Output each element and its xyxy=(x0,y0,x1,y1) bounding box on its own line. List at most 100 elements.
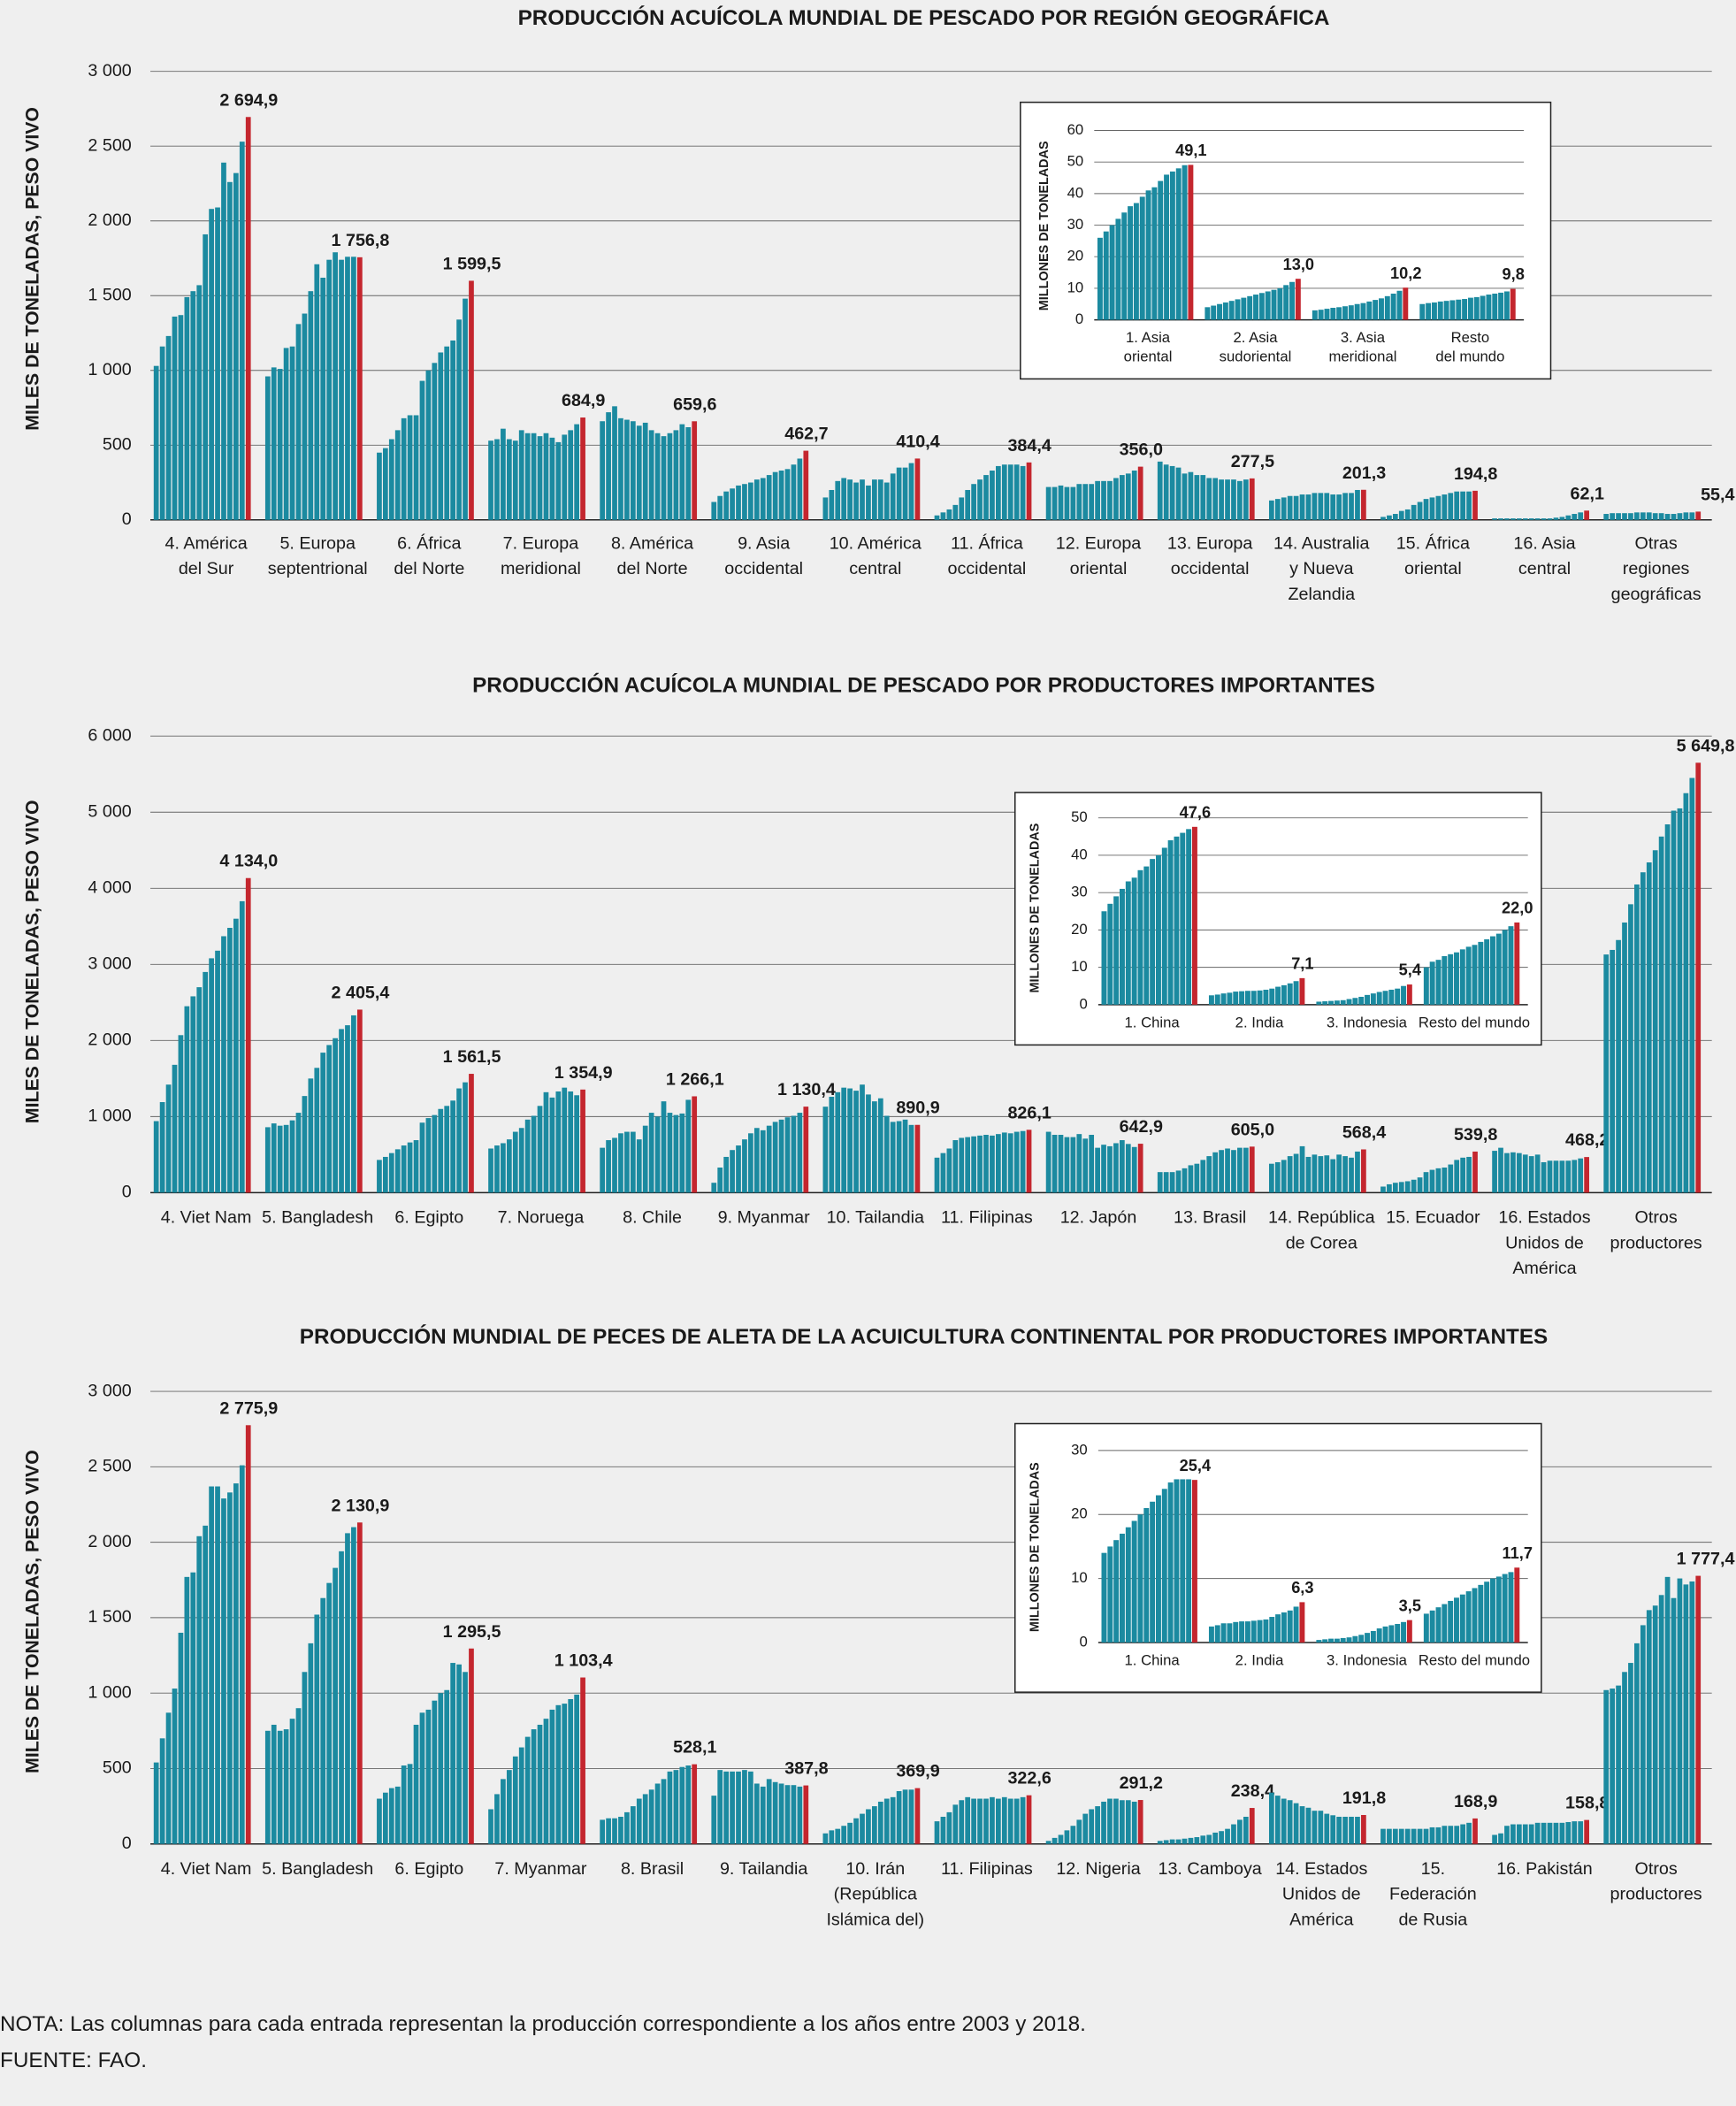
bar xyxy=(1370,1630,1376,1643)
bar xyxy=(1646,512,1652,520)
y-tick-label: 40 xyxy=(1071,846,1088,862)
bar xyxy=(382,1792,388,1844)
bar xyxy=(1671,514,1677,520)
x-tick-label: productores xyxy=(1610,1885,1702,1904)
bar xyxy=(1169,1172,1175,1193)
bar xyxy=(1318,493,1324,520)
bar xyxy=(239,142,245,520)
bar xyxy=(1380,517,1386,520)
bar xyxy=(766,475,772,520)
bar xyxy=(580,417,585,520)
value-label: 1 561,5 xyxy=(443,1047,501,1067)
bar xyxy=(1622,513,1627,520)
bar xyxy=(1328,1638,1335,1643)
bar xyxy=(1664,824,1671,1193)
bar xyxy=(1466,1156,1472,1193)
bar xyxy=(1443,301,1449,320)
bar xyxy=(308,1643,314,1844)
y-tick-label: 20 xyxy=(1067,248,1084,264)
x-tick-label: geográficas xyxy=(1611,585,1702,604)
bar xyxy=(742,1139,747,1193)
bar xyxy=(1472,1588,1478,1643)
bar xyxy=(1448,1600,1454,1643)
bar xyxy=(841,1087,847,1193)
bar xyxy=(1547,518,1553,520)
bar xyxy=(1249,1808,1255,1844)
bar xyxy=(1559,1160,1565,1193)
bar xyxy=(940,1153,946,1193)
bar xyxy=(648,1113,654,1193)
bar xyxy=(283,348,289,520)
bar xyxy=(618,417,623,520)
bar xyxy=(1572,1160,1578,1193)
bar xyxy=(1163,464,1169,520)
x-tick-label: 1. China xyxy=(1125,1652,1181,1669)
x-tick-label: Unidos de xyxy=(1282,1885,1361,1904)
bar xyxy=(1293,495,1299,520)
bar xyxy=(692,1764,698,1844)
bar xyxy=(685,426,692,520)
value-label: 168,9 xyxy=(1454,1792,1497,1811)
x-tick-label: Otras xyxy=(1635,533,1678,553)
bar xyxy=(1204,307,1211,320)
x-tick-label: Resto xyxy=(1451,329,1490,346)
bar xyxy=(1287,983,1293,1005)
bar xyxy=(320,277,326,520)
y-tick-label: 2 000 xyxy=(88,1532,131,1551)
bar xyxy=(1200,1835,1206,1844)
bar xyxy=(333,1038,338,1193)
bar xyxy=(1516,518,1522,520)
bar xyxy=(642,1794,648,1844)
bar xyxy=(172,1689,178,1844)
bar xyxy=(314,264,320,520)
value-label: 384,4 xyxy=(1007,436,1051,456)
bar xyxy=(753,1128,760,1193)
x-tick-label: América xyxy=(1512,1259,1576,1278)
bar xyxy=(766,1779,772,1844)
bar xyxy=(159,346,165,520)
x-tick-label: del Norte xyxy=(617,559,688,578)
y-tick-label: 2 000 xyxy=(88,1030,131,1050)
x-tick-label: 13. Camboya xyxy=(1158,1859,1261,1879)
bar xyxy=(524,433,531,520)
value-label: 684,9 xyxy=(562,391,605,410)
value-label: 387,8 xyxy=(784,1759,828,1779)
y-axis-label: MILES DE TONELADAS, PESO VIVO xyxy=(22,107,43,431)
bar xyxy=(1101,480,1106,520)
bar xyxy=(1026,1130,1032,1193)
y-tick-label: 50 xyxy=(1067,153,1084,170)
bar xyxy=(971,1136,976,1193)
bar xyxy=(990,471,995,520)
bar xyxy=(407,1142,413,1193)
bar xyxy=(1293,1153,1299,1193)
bar xyxy=(488,1148,493,1193)
value-label: 9,8 xyxy=(1503,265,1525,283)
x-tick-label: Otros xyxy=(1635,1207,1678,1227)
bar xyxy=(494,1794,500,1844)
y-tick-label: 500 xyxy=(103,434,132,454)
bar xyxy=(1454,1597,1459,1643)
value-label: 6,3 xyxy=(1291,1579,1313,1597)
bar xyxy=(1163,1172,1169,1193)
x-tick-label: 16. Estados xyxy=(1498,1207,1590,1227)
bar xyxy=(1137,869,1143,1005)
y-tick-label: 30 xyxy=(1071,884,1088,900)
y-tick-label: 60 xyxy=(1067,121,1084,138)
bar xyxy=(501,1143,506,1193)
bar xyxy=(1346,1637,1352,1643)
bar xyxy=(1484,1581,1490,1643)
bar xyxy=(1553,1160,1559,1193)
x-tick-label: 14. Australia xyxy=(1273,533,1370,553)
x-tick-label: 9. Tailandia xyxy=(720,1859,807,1879)
bar xyxy=(1119,1140,1125,1193)
bar xyxy=(803,1785,809,1844)
bar xyxy=(1384,295,1390,320)
bar xyxy=(1113,1143,1119,1193)
bar xyxy=(1522,1824,1528,1844)
bar xyxy=(977,479,983,520)
x-tick-label: occidental xyxy=(948,559,1027,578)
bar xyxy=(555,1704,562,1844)
bar xyxy=(1565,515,1572,520)
bar xyxy=(1064,486,1070,520)
bar xyxy=(463,1672,468,1844)
